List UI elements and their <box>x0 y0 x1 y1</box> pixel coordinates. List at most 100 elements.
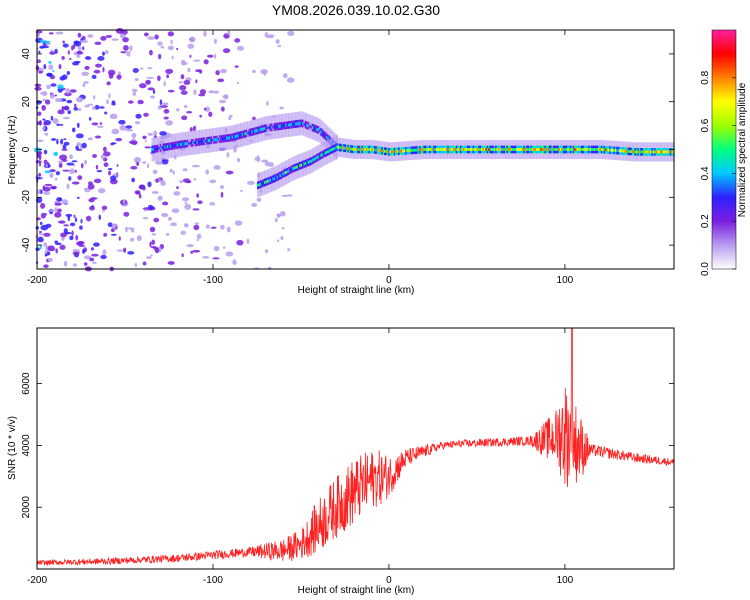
spectrogram-cell <box>159 146 162 150</box>
spectrogram-speckle <box>49 173 54 179</box>
spectrogram-cell <box>621 149 625 153</box>
spectrogram-speckle <box>129 45 133 52</box>
spectrogram-cell <box>568 148 571 151</box>
spectrogram-speckle <box>234 220 243 226</box>
spectrogram-cell <box>633 150 636 154</box>
spectrogram-speckle <box>91 253 99 257</box>
spectrogram-cell <box>454 148 457 151</box>
spectrogram-speckle <box>279 106 284 110</box>
spectrogram-speckle <box>72 251 80 256</box>
spectrogram-speckle <box>220 89 223 94</box>
spectrogram-cell <box>265 180 268 184</box>
spectrogram-speckle <box>181 197 190 202</box>
spectrogram-speckle <box>96 169 103 173</box>
spectrogram-cell <box>293 166 296 170</box>
colorbar-gradient <box>711 29 737 270</box>
spectrogram-speckle <box>107 222 113 228</box>
spectrogram-cell <box>348 147 351 151</box>
spectrogram-cell <box>602 148 605 152</box>
spectrogram-speckle <box>61 148 68 151</box>
spectrogram-speckle <box>110 228 115 233</box>
spectrogram-speckle <box>40 189 43 194</box>
spectrogram-cell <box>634 150 637 154</box>
spectrogram-cell <box>409 149 412 152</box>
spectrogram-speckle <box>102 66 105 73</box>
spectrogram-speckle <box>92 261 97 264</box>
spectrogram-speckle <box>107 168 113 171</box>
spectrogram-speckle <box>62 144 67 150</box>
spectrogram-cell <box>299 164 302 168</box>
spectrogram-speckle <box>59 154 68 161</box>
spectrogram-cell <box>268 126 271 130</box>
spectrogram-cell <box>306 161 309 165</box>
spectrogram-speckle <box>286 194 293 197</box>
spectrogram-cell <box>173 143 177 147</box>
spectrogram-cell <box>637 150 640 154</box>
spectrogram-cell <box>475 148 478 151</box>
spectrogram-cell <box>478 148 481 151</box>
spectrogram-speckle <box>72 263 77 267</box>
spectrogram-speckle <box>226 226 231 233</box>
spectrogram-speckle <box>57 84 64 90</box>
spectrogram-speckle <box>54 212 62 218</box>
spectrogram-cell <box>300 163 303 167</box>
spectrogram-cell <box>664 150 667 154</box>
spectrogram-speckle <box>103 162 109 168</box>
spectrogram-speckle <box>81 71 90 77</box>
spectrogram-cell <box>603 148 606 152</box>
spectrogram-cell <box>469 148 472 151</box>
spectrogram-speckle <box>150 95 155 99</box>
spectrogram-cell <box>596 148 599 151</box>
spectrogram-cell <box>595 148 598 151</box>
spectrogram-speckle <box>128 140 137 144</box>
spectrogram-cell <box>398 149 401 153</box>
spectrogram-cell <box>209 139 212 142</box>
spectrogram-cell <box>241 133 244 137</box>
spectrogram-cell <box>276 175 279 179</box>
spectrogram-speckle <box>80 218 83 224</box>
spectrogram-cell <box>334 146 337 150</box>
spectrogram-speckle <box>34 83 42 87</box>
spectrogram-speckle <box>248 189 255 195</box>
spectrogram-speckle <box>106 81 111 86</box>
spectrogram-cell <box>544 148 547 151</box>
spectrogram-speckle <box>123 45 129 51</box>
spectrogram-cell <box>269 126 272 129</box>
spectrogram-speckle <box>76 142 82 147</box>
spectrogram-speckle <box>54 240 59 244</box>
spectrogram-speckle <box>135 191 141 195</box>
spectrogram-speckle <box>62 117 71 120</box>
spectrogram-speckle <box>88 117 92 121</box>
spectrogram-cell <box>344 146 347 150</box>
spectrogram-speckle <box>165 120 173 126</box>
spectrogram-cell <box>287 169 291 173</box>
spectrogram-speckle <box>83 255 92 260</box>
spectrogram-speckle <box>48 32 54 35</box>
spectrogram-speckle <box>176 108 180 112</box>
spectrogram-speckle <box>186 244 195 248</box>
spectrogram-cell <box>320 153 323 157</box>
spectrogram-speckle <box>84 56 91 60</box>
spectrogram-speckle <box>138 193 142 199</box>
spectrogram-cell <box>429 148 432 151</box>
spectrogram-speckle <box>110 142 117 145</box>
spectrogram-cell <box>307 124 310 128</box>
spectrogram-cell <box>538 148 541 151</box>
spectrogram-cell <box>357 148 360 151</box>
spectrogram-cell <box>644 150 647 154</box>
spectrogram-speckle <box>49 169 56 173</box>
spectrogram-cell <box>323 152 326 156</box>
spectrogram-speckle <box>222 48 231 54</box>
spectrogram-speckle <box>43 40 51 44</box>
spectrogram-speckle <box>253 210 256 214</box>
snr-x-axis: -200 -100 0 100 <box>27 328 574 586</box>
spectrogram-cell <box>386 150 389 154</box>
spectrogram-cell <box>482 148 485 151</box>
spectrogram-speckle <box>97 188 106 194</box>
spectrogram-cell <box>569 148 572 151</box>
figure-title: YM08.2026.039.10.02.G30 <box>272 2 440 18</box>
spectrogram-speckle <box>128 100 134 104</box>
spectrogram-cell <box>412 148 415 152</box>
spectrogram-speckle <box>287 30 295 37</box>
spectrogram-speckle <box>189 54 192 58</box>
